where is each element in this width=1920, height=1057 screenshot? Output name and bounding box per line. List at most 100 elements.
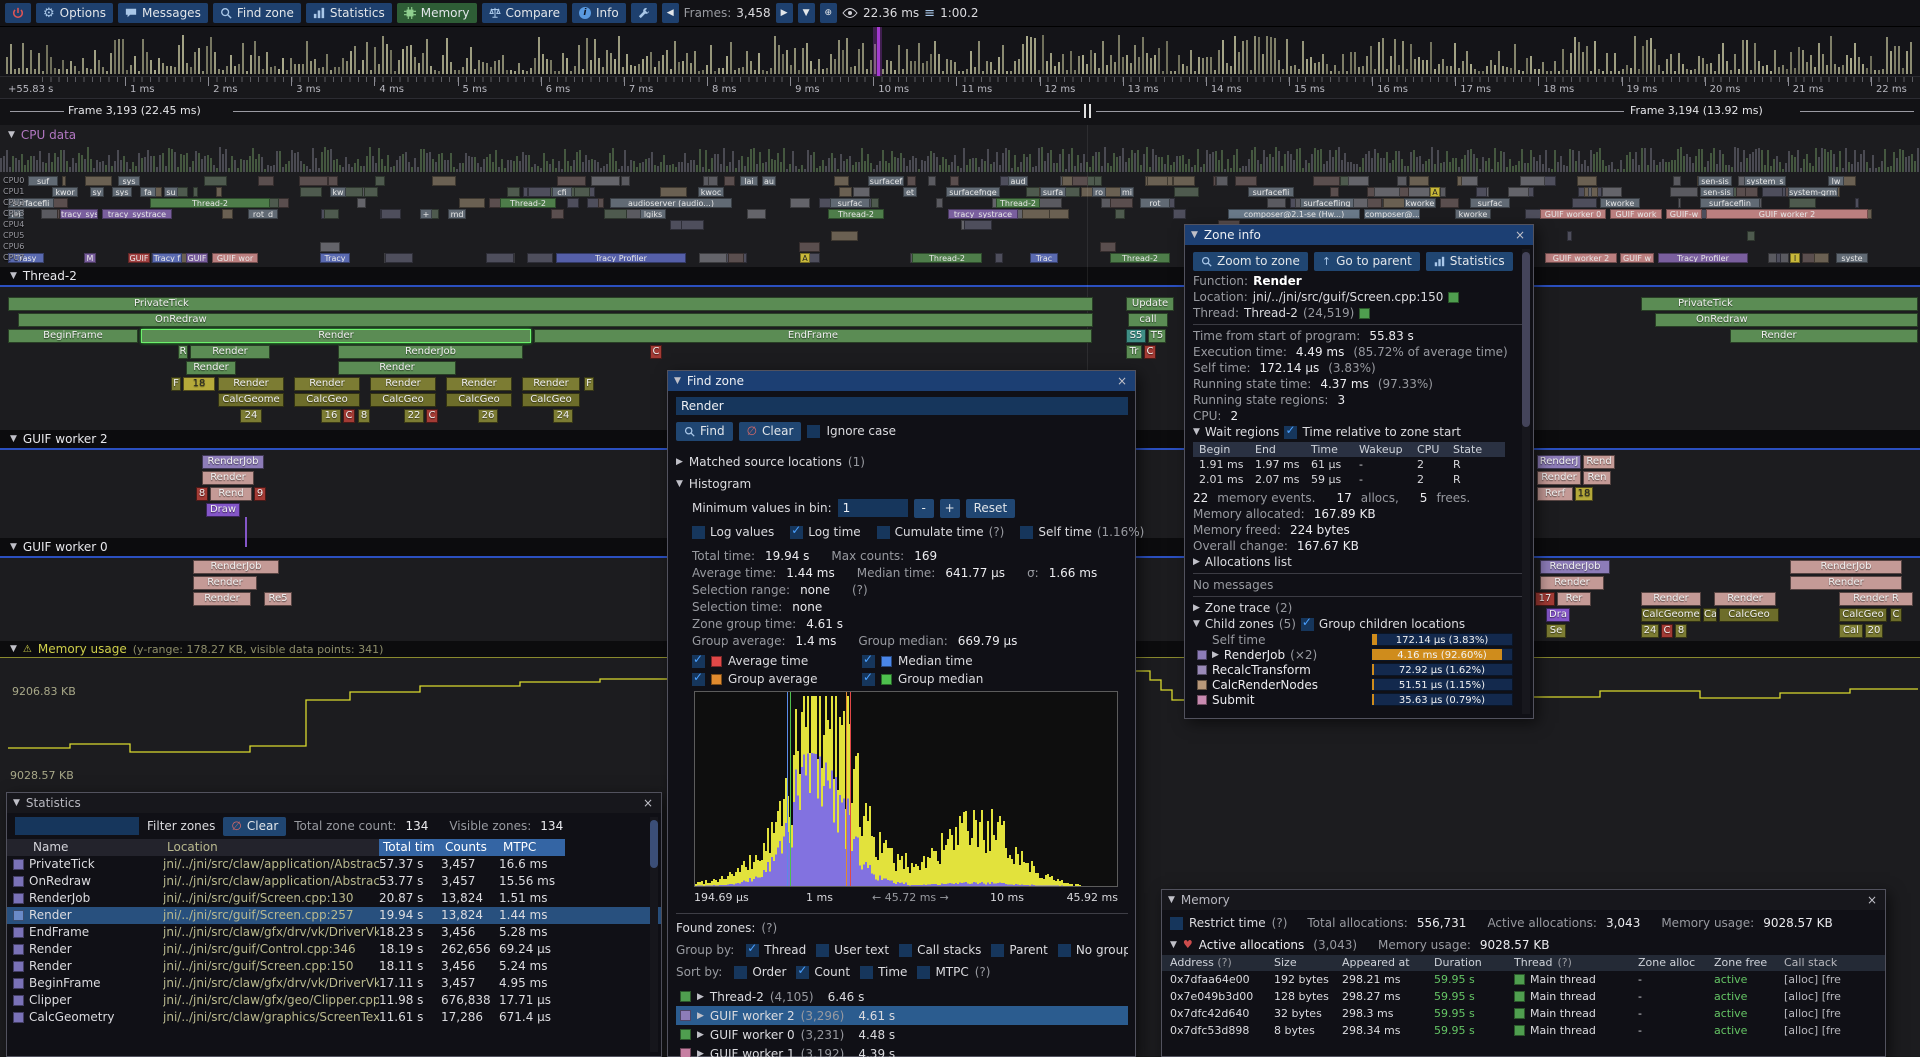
cpu-zone[interactable]: au	[762, 176, 776, 186]
histogram-plot[interactable]	[694, 691, 1118, 887]
frame-bar[interactable]	[342, 57, 344, 74]
cpu-zone[interactable]: +	[420, 209, 432, 219]
statistics-row[interactable]: BeginFrame jni/../jni/src/claw/gfx/drv/vk…	[7, 975, 661, 992]
child-zones-node[interactable]: ▼Child zones(5)Group children locations	[1185, 615, 1533, 632]
frame-bar[interactable]	[626, 53, 628, 74]
timeline-zone[interactable]: Render	[186, 361, 236, 375]
frame-bar[interactable]	[1426, 59, 1428, 74]
frame-bar[interactable]	[282, 57, 284, 74]
frame-bar[interactable]	[1318, 62, 1320, 74]
frame-bar[interactable]	[726, 55, 728, 74]
frame-bar[interactable]	[1822, 53, 1824, 74]
frame-bar[interactable]	[1646, 39, 1648, 74]
timeline-zone[interactable]: PrivateTick	[8, 297, 1093, 311]
frame-bar[interactable]	[130, 65, 132, 74]
cpu-zone[interactable]: GUIF	[186, 253, 208, 263]
cpu-activity[interactable]	[790, 198, 811, 208]
frame-bar[interactable]	[102, 67, 104, 74]
timeline-zone[interactable]: Dra	[1546, 608, 1570, 622]
frame-bar[interactable]	[66, 69, 68, 74]
frame-bar[interactable]	[894, 69, 896, 74]
cpu-zone[interactable]: et	[903, 187, 917, 197]
cpu-activity[interactable]	[833, 176, 849, 186]
frame-bar[interactable]	[426, 38, 428, 74]
frame-bar[interactable]	[1658, 65, 1660, 74]
close-icon[interactable]: ×	[642, 796, 654, 810]
frame-bar[interactable]	[606, 49, 608, 74]
cpu-activity[interactable]	[1172, 209, 1186, 219]
frame-bar[interactable]	[1834, 63, 1836, 74]
frame-bar[interactable]	[1310, 57, 1312, 74]
goto-frame-button[interactable]: ⊕	[819, 3, 838, 23]
frame-bar[interactable]	[1830, 36, 1832, 74]
frame-bar[interactable]	[1614, 52, 1616, 74]
timeline-zone[interactable]: PrivateTick	[1641, 297, 1918, 311]
frame-bar[interactable]	[958, 70, 960, 74]
frame-bar[interactable]	[1574, 36, 1576, 74]
frame-bar[interactable]	[1782, 65, 1784, 74]
frame-bar[interactable]	[650, 52, 652, 74]
frame-bar[interactable]	[438, 70, 440, 74]
frame-bar[interactable]	[762, 70, 764, 74]
frame-bar[interactable]	[970, 50, 972, 74]
allocation-row[interactable]: 0x7dfc53d898 8 bytes 298.34 ms 59.95 s Main …	[1170, 1024, 1841, 1037]
frame-bar[interactable]	[1194, 70, 1196, 74]
frame-bar[interactable]	[1402, 41, 1404, 74]
timeline-zone[interactable]: 24	[240, 409, 262, 423]
frame-bar[interactable]	[1498, 50, 1500, 74]
frame-bar[interactable]	[434, 69, 436, 74]
timeline-zone[interactable]: Se	[1546, 624, 1566, 638]
active-allocations-node[interactable]: ▼ ♥ Active allocations (3,043) Memory usage…	[1170, 937, 1550, 952]
frame-bar[interactable]	[706, 64, 708, 74]
frame-bar[interactable]	[1446, 66, 1448, 74]
cpu-activity[interactable]	[1461, 176, 1478, 186]
frame-bar[interactable]	[1338, 70, 1340, 74]
frame-bar[interactable]	[1502, 65, 1504, 74]
statistics-row[interactable]: Render jni/../jni/src/guif/Screen.cpp:257…	[7, 907, 661, 924]
cpu-zone[interactable]: composer@2.1-se (Hw...)	[1228, 209, 1360, 219]
cpu-activity[interactable]	[621, 176, 631, 186]
frame-bar[interactable]	[34, 69, 36, 74]
find-button[interactable]: Find	[676, 421, 733, 441]
option-log-time[interactable]: Log time	[790, 523, 861, 539]
timeline-zone[interactable]: RenderJob	[1790, 560, 1902, 574]
cpu-activity[interactable]	[603, 209, 628, 219]
frame-bar[interactable]	[398, 60, 400, 74]
zone-info-titlebar[interactable]: ▼ Zone info ×	[1185, 225, 1533, 245]
frame-bar[interactable]	[1506, 67, 1508, 74]
cpu-activity[interactable]	[1457, 176, 1462, 186]
collapse-icon[interactable]: ▼	[10, 434, 17, 444]
cpu-activity[interactable]	[839, 187, 852, 197]
frame-bar[interactable]	[58, 69, 60, 74]
cpu-activity[interactable]	[830, 231, 859, 241]
frame-bar[interactable]	[1862, 64, 1864, 74]
frame-bar[interactable]	[702, 70, 704, 74]
frame-bar[interactable]	[698, 70, 700, 74]
frame-bar[interactable]	[142, 39, 144, 74]
cpu-zone[interactable]: Thread-2	[1110, 253, 1170, 263]
frame-bar[interactable]	[730, 41, 732, 74]
cpu-zone[interactable]: tracy_systrace	[102, 209, 172, 219]
timeline-zone[interactable]: RenderJob	[338, 345, 523, 359]
frame-bar[interactable]	[1190, 49, 1192, 74]
cpu-activity[interactable]	[746, 209, 766, 219]
frame-bar[interactable]	[1198, 57, 1200, 74]
frame-bar[interactable]	[1054, 66, 1056, 74]
frame-bar[interactable]	[1226, 63, 1228, 74]
frame-bar[interactable]	[1738, 69, 1740, 74]
frame-bar[interactable]	[682, 60, 684, 74]
cpu-activity[interactable]	[507, 187, 520, 197]
zone-statistics-button[interactable]: Statistics	[1425, 251, 1513, 271]
cpu-zone[interactable]: lei	[8, 209, 24, 219]
frame-bar[interactable]	[858, 48, 860, 74]
frame-bar[interactable]	[1170, 70, 1172, 74]
frame-bar[interactable]	[30, 49, 32, 74]
histogram-node[interactable]: ▼ Histogram	[676, 477, 752, 491]
frame-bar[interactable]	[514, 70, 516, 74]
frame-bar[interactable]	[1302, 41, 1304, 74]
frame-bar[interactable]	[1778, 66, 1780, 74]
cpu-activity[interactable]	[203, 176, 227, 186]
frame-bar[interactable]	[1714, 70, 1716, 74]
frame-bar[interactable]	[1250, 69, 1252, 74]
frame-bar[interactable]	[274, 65, 276, 74]
